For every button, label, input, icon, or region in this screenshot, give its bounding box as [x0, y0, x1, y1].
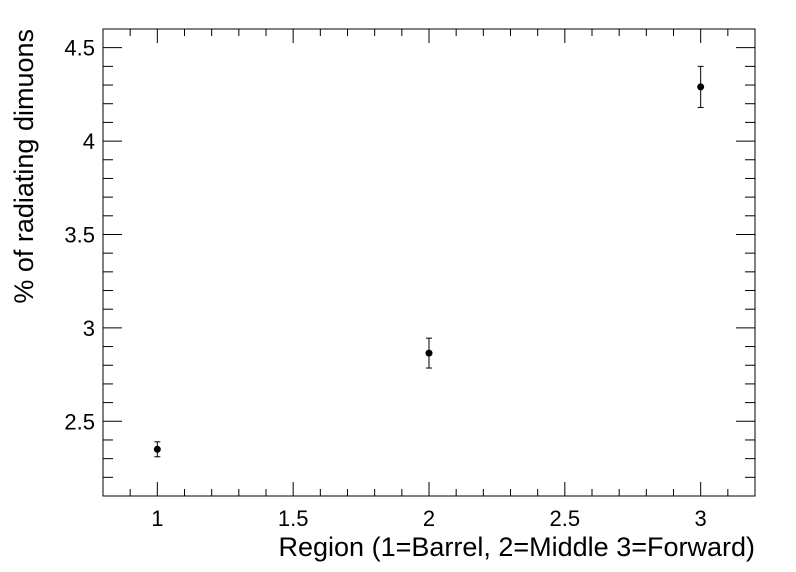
y-axis-title: % of radiating dimuons [9, 29, 39, 304]
data-point [153, 445, 161, 453]
y-tick-label: 3.5 [64, 222, 95, 247]
y-ticks: 2.5 3 3.5 4 4.5 [64, 28, 755, 497]
x-tick-label: 2 [423, 506, 435, 531]
y-tick-label: 2.5 [64, 409, 95, 434]
data-point [697, 83, 705, 91]
y-tick-label: 3 [83, 316, 95, 341]
y-tick-label: 4.5 [64, 36, 95, 61]
x-tick-label: 2.5 [550, 506, 581, 531]
x-ticks: 1 1.5 2 2.5 3 [102, 29, 756, 531]
y-tick-label: 4 [83, 129, 95, 154]
plot-frame [102, 28, 756, 497]
x-axis-title: Region (1=Barrel, 2=Middle 3=Forward) [279, 532, 755, 562]
x-tick-label: 3 [695, 506, 707, 531]
data-points [153, 65, 705, 458]
x-tick-label: 1.5 [278, 506, 309, 531]
data-point [425, 349, 433, 357]
x-tick-label: 1 [151, 506, 163, 531]
